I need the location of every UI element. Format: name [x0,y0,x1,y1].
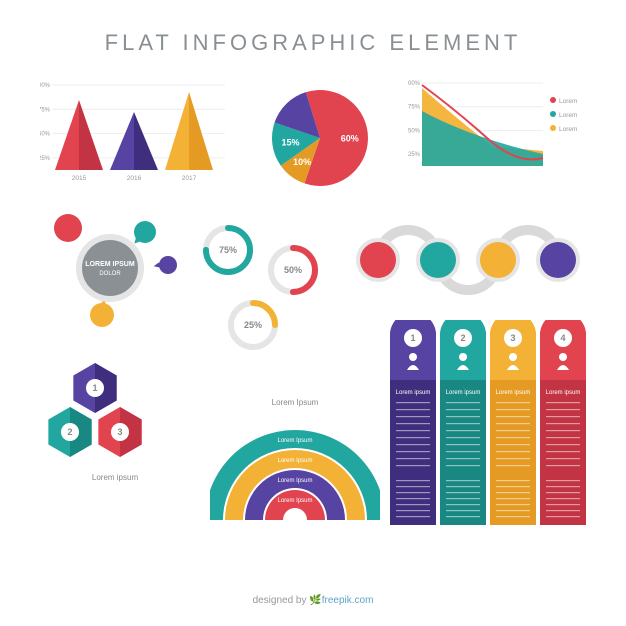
svg-text:60%: 60% [341,133,359,143]
svg-text:10%: 10% [293,157,311,167]
svg-text:Lorem: Lorem [559,98,577,105]
progress-circles: 75% 50% 25% [198,225,338,355]
svg-text:50%: 50% [408,128,421,134]
svg-text:Lorem Ipsum: Lorem Ipsum [277,498,312,504]
svg-text:Lorem: Lorem [559,112,577,119]
svg-text:Lorem: Lorem [559,126,577,133]
svg-text:25%: 25% [244,320,262,330]
svg-text:25%: 25% [408,152,421,158]
svg-text:Lorem Ipsum: Lorem Ipsum [277,458,312,464]
svg-text:2016: 2016 [127,175,142,182]
area-chart: 100% 75% 50% 25% Lorem Lorem Lorem [408,78,588,188]
svg-text:Lorem ipsum: Lorem ipsum [546,390,581,396]
rainbow-arcs: Lorem Ipsum Lorem Ipsum Lorem Ipsum Lorem I… [210,395,380,525]
svg-text:4: 4 [560,333,565,343]
hexagon-cluster: Lorem ipsum 1 2 3 [40,360,190,515]
svg-text:75%: 75% [219,245,237,255]
svg-text:15%: 15% [282,137,300,147]
svg-text:50%: 50% [40,132,51,138]
svg-text:50%: 50% [284,265,302,275]
svg-text:3: 3 [117,427,122,437]
svg-text:100%: 100% [408,81,421,87]
svg-text:Lorem ipsum: Lorem ipsum [92,473,139,482]
svg-text:Lorem Ipsum: Lorem Ipsum [277,478,312,484]
footer-link[interactable]: freepik.com [322,595,374,606]
svg-text:Lorem ipsum: Lorem ipsum [496,390,531,396]
svg-text:1: 1 [410,333,415,343]
svg-text:25%: 25% [40,156,51,162]
svg-text:DOLOR: DOLOR [99,271,121,277]
svg-text:Lorem Ipsum: Lorem Ipsum [277,438,312,444]
footer-prefix: designed by [253,595,310,606]
svg-text:Lorem Ipsum: Lorem Ipsum [272,398,319,407]
triangle-chart: 100% 75% 50% 25% 2015 2016 2017 [40,80,230,190]
svg-text:100%: 100% [40,83,51,89]
svg-text:75%: 75% [40,107,51,113]
svg-text:3: 3 [510,333,515,343]
svg-text:1: 1 [92,383,97,393]
bubble-cluster: LOREM IPSUM DOLOR [40,210,185,330]
svg-text:2017: 2017 [182,175,197,182]
svg-text:2: 2 [460,333,465,343]
svg-text:Lorem ipsum: Lorem ipsum [396,390,431,396]
snake-timeline [350,220,590,300]
svg-text:LOREM IPSUM: LOREM IPSUM [85,261,135,268]
svg-text:2: 2 [67,427,72,437]
footer-credit: designed by 🌿freepik.com [0,595,626,606]
svg-text:75%: 75% [408,105,421,111]
tab-columns: 1 Lorem ipsum 2 Lorem ipsum 3 Lorem ipsum 4 Lor… [390,320,590,530]
svg-text:Lorem ipsum: Lorem ipsum [446,390,481,396]
pie-chart: 60% 10% 15% [250,78,390,198]
svg-text:2015: 2015 [72,175,87,182]
page-title: FLAT INFOGRAPHIC ELEMENT [0,0,626,74]
